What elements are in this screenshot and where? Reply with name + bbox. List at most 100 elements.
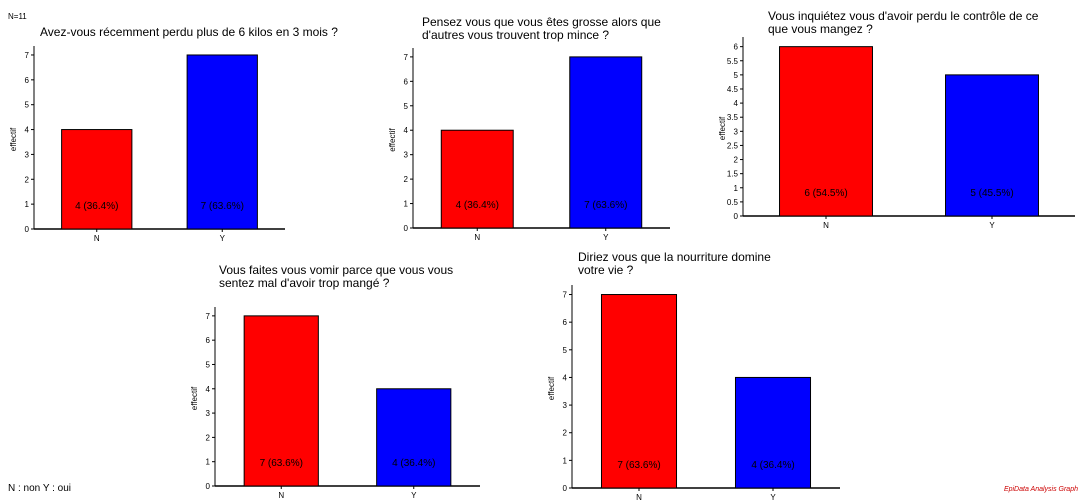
chart-title-line: Vous inquiétez vous d'avoir perdu le con…: [768, 9, 1039, 23]
y-tick-label: 4: [25, 126, 30, 135]
x-tick-label: Y: [989, 221, 995, 230]
y-tick-label: 6: [563, 318, 568, 327]
y-tick-label: 0: [404, 224, 409, 233]
bar-n: [600, 294, 678, 489]
y-axis-label: effectif: [547, 376, 556, 400]
y-tick-label: 5: [404, 102, 409, 111]
chart-title-line: Avez-vous récemment perdu plus de 6 kilo…: [40, 25, 338, 39]
chart-title: Avez-vous récemment perdu plus de 6 kilo…: [40, 26, 338, 39]
x-tick-label: Y: [603, 233, 609, 242]
y-tick-label: 4: [404, 126, 409, 135]
bar-n: [440, 129, 514, 229]
chart-title-line: Diriez vous que la nourriture domine: [578, 250, 771, 264]
y-tick-label: 4: [563, 373, 568, 382]
y-tick-label: 5: [734, 71, 739, 80]
data-label: 7 (63.6%): [201, 201, 244, 212]
chart-title: Diriez vous que la nourriture domine votr…: [578, 251, 771, 277]
bar-y: [734, 376, 812, 489]
y-tick-label: 3: [404, 151, 409, 160]
y-tick-label: 7: [404, 53, 409, 62]
chart-title-line: Pensez vous que vous êtes grosse alors q…: [422, 15, 661, 29]
footer-credit: EpiData Analysis Graph: [1003, 486, 1078, 493]
data-label: 7 (63.6%): [584, 200, 627, 211]
data-label: 4 (36.4%): [392, 458, 435, 469]
y-tick-label: 7: [563, 291, 568, 300]
y-tick-label: 2: [734, 156, 739, 165]
y-tick-label: 3: [206, 409, 211, 418]
y-tick-label: 2: [563, 429, 568, 438]
y-tick-label: 3: [734, 127, 739, 136]
bar-n: [243, 315, 319, 487]
chart-title-line: sentez mal d'avoir trop mangé ?: [219, 276, 390, 290]
y-tick-label: 4.5: [727, 85, 739, 94]
y-tick-label: 2.5: [727, 141, 739, 150]
y-axis-label: effectif: [190, 386, 199, 410]
chart-title-line: que vous mangez ?: [768, 22, 873, 36]
y-tick-label: 2: [25, 175, 30, 184]
y-tick-label: 1.5: [727, 170, 739, 179]
x-tick-label: N: [636, 493, 642, 500]
bar-n: [61, 129, 133, 230]
chart-title-line: d'autres vous trouvent trop mince ?: [422, 28, 610, 42]
data-label: 6 (54.5%): [804, 188, 847, 199]
y-axis-label: effectif: [718, 116, 727, 140]
y-tick-label: 5: [206, 360, 211, 369]
y-tick-label: 0: [25, 225, 30, 234]
y-tick-label: 0.5: [727, 198, 739, 207]
chart-title: Pensez vous que vous êtes grosse alors q…: [422, 16, 661, 42]
y-tick-label: 1: [25, 200, 30, 209]
bar-y: [945, 74, 1039, 217]
x-tick-label: Y: [770, 493, 776, 500]
y-tick-label: 4: [206, 385, 211, 394]
bar-y: [376, 388, 452, 487]
x-tick-label: N: [278, 491, 284, 500]
chart-title-line: Vous faites vous vomir parce que vous vo…: [219, 263, 454, 277]
y-tick-label: 1: [563, 456, 568, 465]
chart-title: Vous inquiétez vous d'avoir perdu le con…: [768, 10, 1038, 36]
x-tick-label: N: [823, 221, 829, 230]
data-label: 4 (36.4%): [456, 200, 499, 211]
data-label: 4 (36.4%): [751, 460, 794, 471]
y-tick-label: 4: [734, 99, 739, 108]
y-tick-label: 0: [734, 212, 739, 221]
bar-y: [569, 56, 643, 229]
y-tick-label: 2: [404, 175, 409, 184]
y-tick-label: 3.5: [727, 113, 739, 122]
y-tick-label: 0: [563, 484, 568, 493]
bar-n: [779, 46, 873, 217]
category-legend: N : non Y : oui: [8, 483, 72, 494]
x-tick-label: N: [94, 234, 100, 243]
chart-title-line: votre vie ?: [578, 263, 634, 277]
x-tick-label: Y: [411, 491, 417, 500]
y-axis-label: effectif: [388, 128, 397, 152]
y-tick-label: 0: [206, 482, 211, 491]
x-tick-label: N: [474, 233, 480, 242]
y-tick-label: 5: [563, 346, 568, 355]
y-tick-label: 1: [734, 184, 739, 193]
y-tick-label: 3: [563, 401, 568, 410]
y-axis-label: effectif: [9, 127, 18, 151]
data-label: 5 (45.5%): [970, 188, 1013, 199]
y-tick-label: 6: [206, 336, 211, 345]
sample-size: N=11: [8, 12, 27, 21]
data-label: 4 (36.4%): [75, 201, 118, 212]
data-label: 7 (63.6%): [617, 460, 660, 471]
y-tick-label: 7: [25, 51, 30, 60]
y-tick-label: 6: [734, 43, 739, 52]
x-tick-label: Y: [220, 234, 226, 243]
bar-y: [186, 54, 258, 230]
y-tick-label: 5: [25, 101, 30, 110]
data-label: 7 (63.6%): [260, 458, 303, 469]
y-tick-label: 7: [206, 312, 211, 321]
y-tick-label: 6: [404, 77, 409, 86]
y-tick-label: 5.5: [727, 57, 739, 66]
y-tick-label: 3: [25, 150, 30, 159]
chart-title: Vous faites vous vomir parce que vous vo…: [219, 264, 453, 290]
y-tick-label: 2: [206, 433, 211, 442]
y-tick-label: 1: [206, 458, 211, 467]
